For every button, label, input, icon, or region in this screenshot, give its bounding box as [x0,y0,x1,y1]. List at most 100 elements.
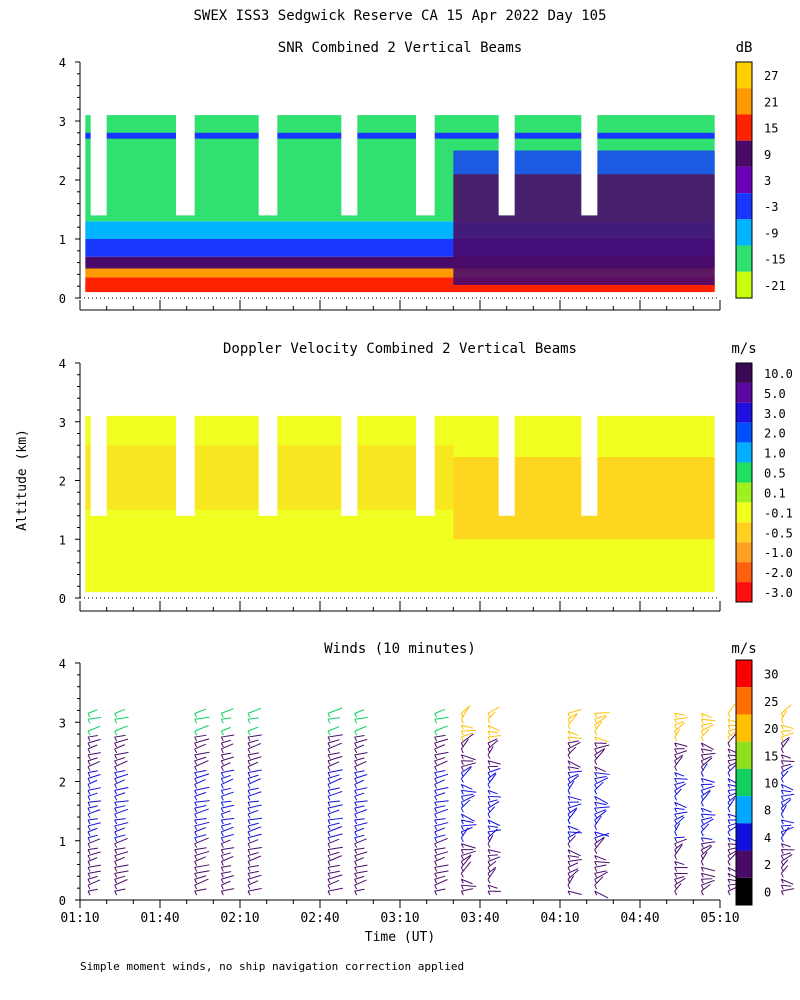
wind-barb-shaft [700,778,704,783]
wind-barb [487,834,494,844]
wind-barb-shaft [247,879,251,884]
y-tick-label: 0 [59,592,66,606]
wind-barb [781,853,793,862]
wind-barb-shaft [487,867,491,872]
wind-barb [461,754,476,761]
wind-barb [461,733,474,744]
wind-barb [460,704,471,714]
wind-barb-shaft [434,879,438,884]
wind-barb [194,760,209,768]
wind-barb-shaft [780,736,784,742]
wind-barb [701,884,711,892]
wind-barb [701,718,716,722]
wind-barb [567,730,579,736]
wind-barb-shaft [247,807,251,813]
wind-barb-shaft [594,825,598,831]
wind-barb-shaft [674,778,678,783]
wind-barb [247,839,259,845]
wind-profile [487,706,502,896]
wind-barb-shaft [727,890,731,896]
wind-barb-shaft [487,748,491,754]
wind-barb-shaft [327,890,331,896]
wind-barb [354,792,365,797]
wind-barb [434,751,449,756]
wind-barb-shaft [220,719,224,724]
wind-barb-shaft [594,873,598,878]
colorbar-label: 15 [764,122,778,136]
wind-barb-shaft [114,855,118,860]
wind-barb [221,769,235,774]
wind-barb [781,826,794,833]
wind-barb [674,722,685,732]
wind-barb-shaft [87,790,91,795]
figure-title: SWEX ISS3 Sedgwick Reserve CA 15 Apr 202… [193,8,606,24]
wind-barb-shaft [487,730,491,736]
wind-barb [354,716,368,720]
wind-barb-shaft [567,784,571,789]
wind-barb-shaft [487,873,491,878]
wind-barb [194,756,207,762]
wind-barb-shaft [327,879,331,884]
wind-barb-shaft [567,855,571,860]
wind-barb-shaft [700,819,704,825]
wind-barb [114,822,129,827]
wind-barb-shaft [700,730,704,736]
wind-barb-shaft [700,890,704,896]
wind-barb-shaft [87,796,91,801]
wind-barb [781,760,795,762]
wind-barb-shaft [674,890,678,896]
colorbar-label: 3 [764,174,771,188]
doppler-unit-label: m/s [731,341,756,357]
wind-barb [434,856,445,862]
wind-barb-shaft [487,807,491,813]
wind-barb [87,879,101,886]
doppler-panel: 0 1 2 3 4 10.0 5.0 3.0 2.0 1.0 0.5 0.1 -0.1 -0.5 -1.0 -… [59,357,793,612]
colorbar-label: -9 [764,226,778,240]
wind-barb [460,706,470,720]
wind-barb-shaft [594,867,598,872]
wind-barb-shaft [194,879,198,884]
wind-barb-shaft [567,873,571,878]
wind-barb [247,726,259,732]
wind-barb-shaft [594,713,598,718]
wind-barb-shaft [700,813,704,819]
colorbar-label: 0 [764,885,771,899]
colorbar-swatch [736,562,752,583]
wind-barb-shaft [220,843,224,848]
wind-barb [114,744,125,750]
wind-barb [247,787,259,791]
wind-barb-shaft [487,754,491,760]
wind-barb [461,824,477,827]
wind-barb [247,734,262,738]
wind-barb [727,797,736,809]
wind-barb-shaft [700,754,704,760]
wind-barb [487,767,501,774]
wind-barb [247,852,259,857]
wind-barb [434,847,446,851]
wind-barb [194,818,207,821]
wind-barb-shaft [220,760,224,765]
wind-barb [567,807,578,815]
wind-barb-shaft [87,825,91,831]
wind-barb-shaft [460,760,464,765]
wind-barb-shaft [327,873,331,878]
wind-barb-shaft [194,730,198,736]
wind-barb [354,879,367,886]
colorbar-label: -0.5 [764,526,793,540]
y-axis-label: Altitude (km) [15,429,30,531]
wind-barb [487,789,498,795]
wind-barb-shaft [674,748,678,754]
wind-barb [434,870,449,874]
wind-barb [567,808,578,821]
wind-barb [434,800,449,803]
wind-barb [247,870,259,874]
wind-barb-shaft [780,855,784,860]
wind-barb-shaft [220,825,224,831]
wind-barb-shaft [727,754,731,760]
wind-barb [781,824,792,827]
wind-barb-shaft [727,766,731,771]
wind-barb [487,825,498,828]
colorbar-label: 2.0 [764,427,786,441]
wind-barb-shaft [247,736,251,742]
wind-barb [487,730,498,734]
